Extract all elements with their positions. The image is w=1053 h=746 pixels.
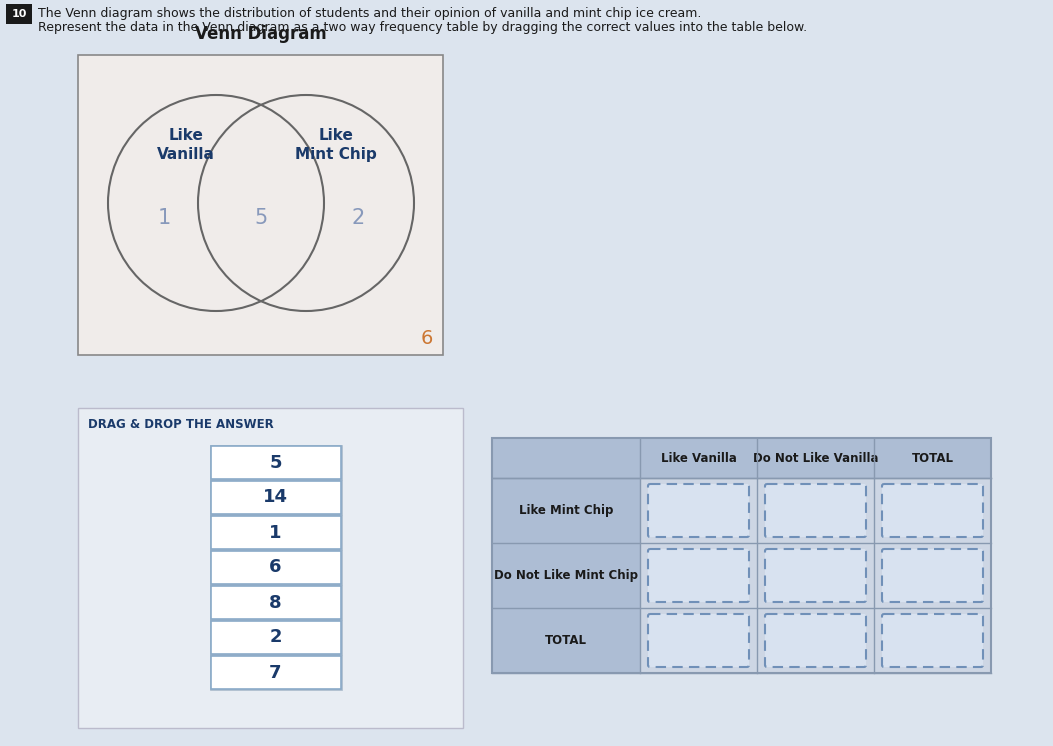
Text: 5: 5 (255, 208, 267, 228)
FancyBboxPatch shape (210, 550, 341, 585)
FancyBboxPatch shape (211, 621, 340, 654)
FancyBboxPatch shape (640, 543, 757, 608)
Text: Like
Mint Chip: Like Mint Chip (295, 128, 377, 162)
FancyBboxPatch shape (874, 478, 991, 543)
Text: The Venn diagram shows the distribution of students and their opinion of vanilla: The Venn diagram shows the distribution … (38, 7, 701, 19)
FancyBboxPatch shape (882, 549, 984, 602)
FancyBboxPatch shape (492, 438, 640, 478)
FancyBboxPatch shape (757, 608, 874, 673)
Text: 2: 2 (352, 208, 364, 228)
FancyBboxPatch shape (211, 586, 340, 619)
FancyBboxPatch shape (78, 55, 443, 355)
FancyBboxPatch shape (210, 445, 341, 480)
FancyBboxPatch shape (874, 608, 991, 673)
FancyBboxPatch shape (211, 551, 340, 584)
FancyBboxPatch shape (874, 543, 991, 608)
Text: DRAG & DROP THE ANSWER: DRAG & DROP THE ANSWER (88, 418, 274, 430)
Text: 10: 10 (12, 9, 26, 19)
Text: Like Mint Chip: Like Mint Chip (519, 504, 613, 517)
Text: 2: 2 (270, 628, 282, 647)
Text: Do Not Like Vanilla: Do Not Like Vanilla (753, 451, 878, 465)
Text: 14: 14 (263, 489, 289, 507)
FancyBboxPatch shape (78, 408, 463, 728)
Text: 5: 5 (270, 454, 282, 471)
Text: Like
Vanilla: Like Vanilla (157, 128, 215, 162)
Text: TOTAL: TOTAL (545, 634, 587, 647)
Text: 8: 8 (270, 594, 282, 612)
Text: 6: 6 (270, 559, 282, 577)
FancyBboxPatch shape (211, 656, 340, 689)
FancyBboxPatch shape (648, 614, 749, 667)
FancyBboxPatch shape (211, 516, 340, 549)
FancyBboxPatch shape (757, 438, 874, 478)
FancyBboxPatch shape (210, 515, 341, 550)
FancyBboxPatch shape (210, 480, 341, 515)
Text: 1: 1 (157, 208, 171, 228)
FancyBboxPatch shape (211, 446, 340, 479)
Text: Do Not Like Mint Chip: Do Not Like Mint Chip (494, 569, 638, 582)
FancyBboxPatch shape (210, 655, 341, 690)
FancyBboxPatch shape (640, 438, 757, 478)
FancyBboxPatch shape (757, 543, 874, 608)
FancyBboxPatch shape (492, 543, 640, 608)
Text: Like Vanilla: Like Vanilla (660, 451, 736, 465)
FancyBboxPatch shape (764, 549, 866, 602)
FancyBboxPatch shape (648, 549, 749, 602)
FancyBboxPatch shape (874, 438, 991, 478)
Text: Venn Diagram: Venn Diagram (195, 25, 326, 43)
FancyBboxPatch shape (492, 478, 640, 543)
FancyBboxPatch shape (6, 4, 32, 24)
FancyBboxPatch shape (210, 585, 341, 620)
FancyBboxPatch shape (648, 484, 749, 537)
FancyBboxPatch shape (882, 484, 984, 537)
Text: Represent the data in the Venn diagram as a two way frequency table by dragging : Represent the data in the Venn diagram a… (38, 22, 808, 34)
Text: TOTAL: TOTAL (912, 451, 954, 465)
FancyBboxPatch shape (757, 478, 874, 543)
FancyBboxPatch shape (882, 614, 984, 667)
FancyBboxPatch shape (764, 614, 866, 667)
FancyBboxPatch shape (640, 608, 757, 673)
FancyBboxPatch shape (210, 620, 341, 655)
FancyBboxPatch shape (764, 484, 866, 537)
Text: 7: 7 (270, 663, 282, 682)
FancyBboxPatch shape (640, 478, 757, 543)
Text: 1: 1 (270, 524, 282, 542)
FancyBboxPatch shape (211, 481, 340, 514)
FancyBboxPatch shape (492, 608, 640, 673)
Text: 6: 6 (421, 330, 433, 348)
